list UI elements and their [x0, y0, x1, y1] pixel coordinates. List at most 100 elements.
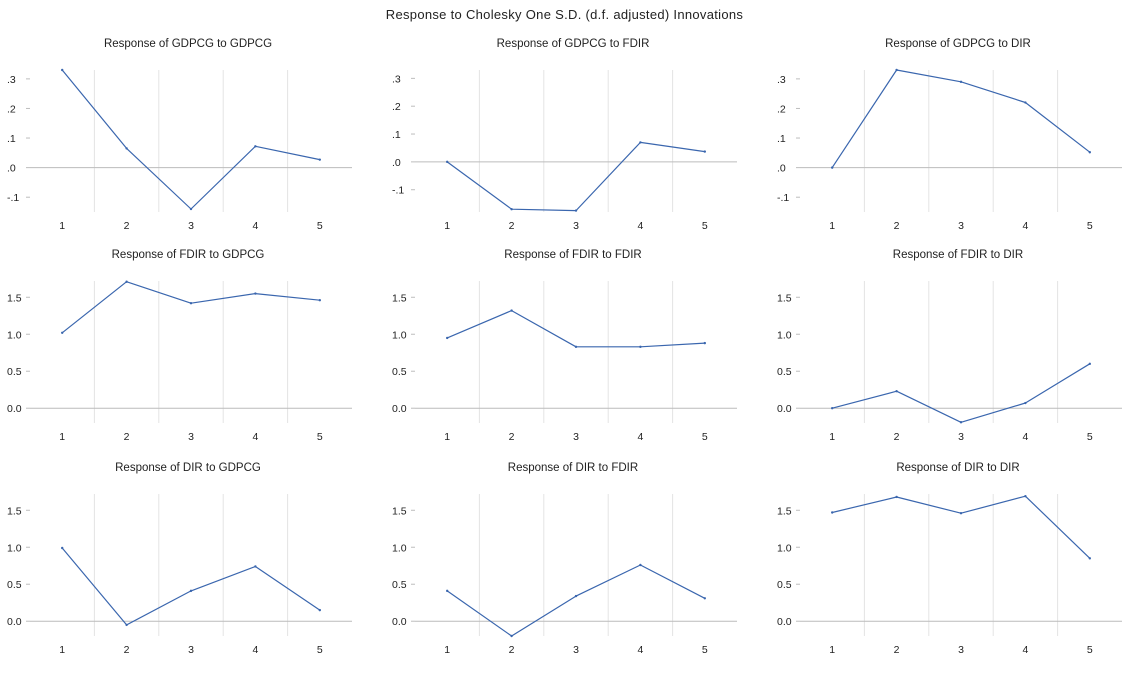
response-line	[61, 69, 320, 210]
figure-title: Response to Cholesky One S.D. (d.f. adju…	[385, 7, 744, 22]
x-tick-label: 3	[958, 644, 964, 656]
y-tick-label: .1	[777, 133, 786, 145]
response-line	[61, 547, 321, 626]
data-point	[446, 336, 449, 340]
y-tick-label: .2	[7, 103, 16, 115]
y-tick-label: .3	[7, 74, 16, 86]
data-point	[125, 280, 128, 283]
chart-plot: 0.0 0.5 1.0 1.5 1 2 3 4 5	[7, 280, 352, 443]
data-point	[61, 331, 64, 334]
data-point	[959, 80, 963, 84]
x-tick-label: 5	[1087, 431, 1093, 443]
panel-fdir-to-gdpcg: Response of FDIR to GDPCG 0.0 0.5 1.0 1.5 1 2…	[0, 249, 376, 459]
data-point	[1088, 362, 1091, 366]
response-line	[61, 281, 320, 334]
x-tick-label: 1	[444, 431, 450, 443]
response-line	[446, 309, 705, 348]
data-point	[189, 207, 193, 211]
panel-dir-to-fdir: Response of DIR to FDIR 0.0 0.5 1.0 1.5 1 2 3 4…	[385, 462, 761, 672]
x-tick-label: 4	[1022, 644, 1028, 656]
panel-gdpcg-to-fdir: Response of GDPCG to FDIR -.1 .0 .1 .2 .3 1 2 3…	[385, 38, 761, 248]
data-point	[639, 345, 642, 349]
x-tick-label: 4	[637, 644, 643, 656]
x-tick-label: 3	[188, 220, 194, 232]
y-tick-label: 0.5	[7, 366, 22, 378]
x-tick-label: 5	[317, 431, 323, 443]
response-line	[446, 564, 706, 637]
y-tick-label: 1.5	[392, 292, 407, 304]
data-point	[959, 421, 963, 424]
data-point	[510, 309, 513, 312]
response-line	[831, 69, 1091, 168]
panel-title: Response of GDPCG to FDIR	[496, 38, 650, 50]
panel-dir-to-gdpcg: Response of DIR to GDPCG 0.0 0.5 1.0 1.5 1 2 3…	[0, 462, 376, 672]
x-tick-label: 4	[252, 431, 258, 443]
chart-plot: -.1 .0 .1 .2 .3 1 2 3 4 5	[777, 68, 1122, 232]
data-point	[703, 150, 706, 153]
x-tick-label: 5	[702, 431, 708, 443]
y-tick-label: 1.5	[777, 505, 792, 517]
y-tick-label: 0.5	[777, 579, 792, 591]
y-tick-label: 1.0	[392, 542, 407, 554]
x-tick-label: 3	[573, 220, 579, 232]
x-tick-label: 2	[509, 431, 515, 443]
y-tick-label: -.1	[392, 185, 404, 197]
data-point	[318, 158, 321, 161]
x-tick-label: 2	[124, 220, 130, 232]
x-tick-label: 2	[894, 220, 900, 232]
x-tick-label: 1	[444, 644, 450, 656]
panel-fdir-to-fdir: Response of FDIR to FDIR 0.0 0.5 1.0 1.5 1 2 3…	[385, 249, 761, 459]
chart-plot: 0.0 0.5 1.0 1.5 1 2 3 4 5	[777, 281, 1122, 443]
x-tick-label: 3	[958, 431, 964, 443]
data-point	[831, 407, 834, 410]
y-tick-label: 1.5	[392, 505, 407, 517]
x-tick-label: 5	[702, 220, 708, 232]
y-tick-label: -.1	[7, 192, 19, 204]
y-tick-label: .0	[392, 157, 401, 169]
panel-title: Response of DIR to FDIR	[507, 462, 639, 474]
x-tick-label: 2	[894, 431, 900, 443]
data-point	[895, 68, 898, 72]
x-tick-label: 2	[509, 644, 515, 656]
data-point	[895, 389, 898, 393]
x-tick-label: 1	[829, 220, 835, 232]
y-tick-label: -.1	[777, 192, 789, 204]
x-tick-label: 1	[444, 220, 450, 232]
panel-title: Response of FDIR to FDIR	[504, 249, 642, 261]
x-tick-label: 3	[188, 644, 194, 656]
y-tick-label: 0.0	[7, 403, 22, 415]
data-point	[703, 341, 706, 345]
data-point	[125, 623, 128, 627]
x-tick-label: 3	[958, 220, 964, 232]
x-tick-label: 1	[829, 431, 835, 443]
chart-plot: 0.0 0.5 1.0 1.5 1 2 3 4 5	[7, 494, 352, 656]
y-tick-label: 0.5	[392, 579, 407, 591]
data-point	[254, 565, 257, 568]
data-point	[510, 634, 513, 638]
y-tick-label: 1.0	[777, 542, 792, 554]
x-tick-label: 4	[637, 220, 643, 232]
chart-plot: 0.0 0.5 1.0 1.5 1 2 3 4 5	[392, 494, 737, 656]
data-point	[831, 166, 834, 169]
panel-title: Response of FDIR to GDPCG	[111, 249, 265, 261]
x-tick-label: 4	[1022, 431, 1028, 443]
panel-title: Response of GDPCG to GDPCG	[103, 38, 273, 50]
x-tick-label: 2	[509, 220, 515, 232]
data-point	[1024, 401, 1027, 405]
data-point	[318, 299, 321, 302]
y-tick-label: .3	[392, 73, 401, 85]
y-tick-label: 0.5	[392, 366, 407, 378]
data-point	[318, 608, 321, 612]
y-tick-label: .2	[392, 101, 401, 113]
y-tick-label: 0.5	[777, 366, 792, 378]
x-tick-label: 4	[637, 431, 643, 443]
data-point	[703, 597, 706, 600]
chart-plot: 0.0 0.5 1.0 1.5 1 2 3 4 5	[777, 494, 1122, 656]
y-tick-label: 0.0	[777, 616, 792, 628]
y-tick-label: 1.0	[777, 329, 792, 341]
data-point	[574, 345, 578, 349]
data-point	[1088, 557, 1091, 560]
x-tick-label: 1	[59, 644, 65, 656]
x-tick-label: 5	[317, 220, 323, 232]
x-tick-label: 2	[124, 644, 130, 656]
